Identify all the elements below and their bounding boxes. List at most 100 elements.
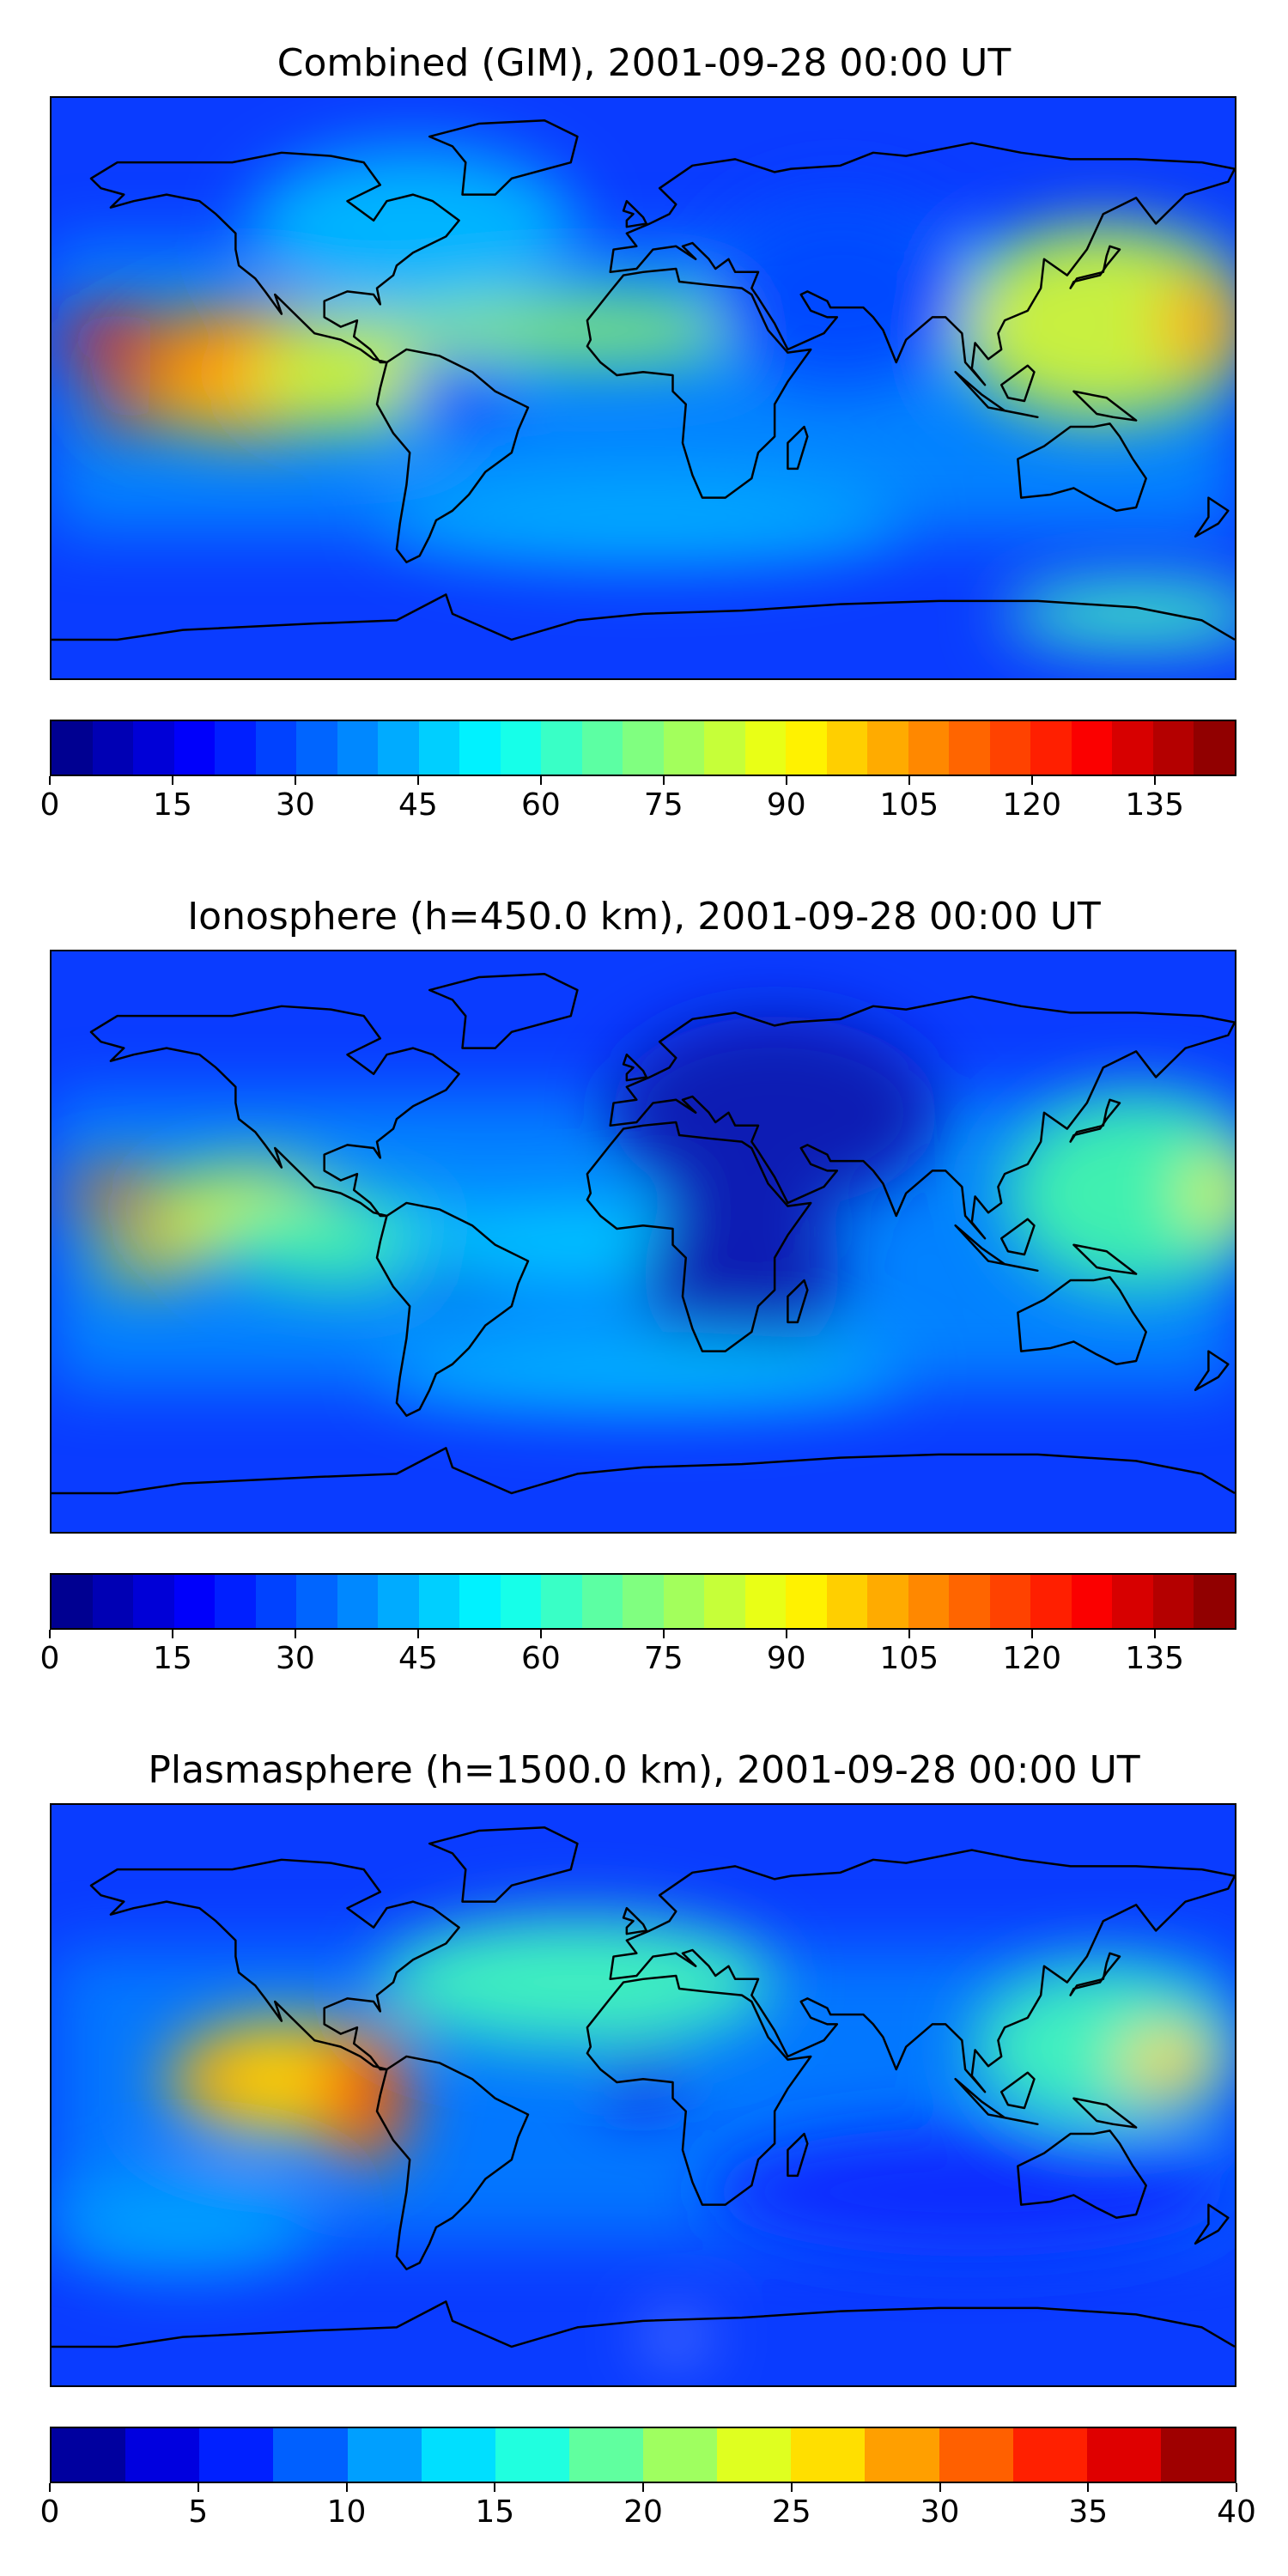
coastline-uk xyxy=(622,1053,648,1082)
coastline-borneo xyxy=(999,364,1036,403)
colorbar-level xyxy=(623,1575,664,1628)
colorbar-level xyxy=(173,1575,216,1628)
colorbar-tick-mark xyxy=(662,776,665,785)
map-field-blob xyxy=(248,146,578,308)
coastline-south-america xyxy=(375,2055,530,2271)
coastline-greenland xyxy=(428,1826,579,1903)
map-field-blob xyxy=(1185,1154,1235,1232)
colorbar-tick-label: 45 xyxy=(398,787,438,823)
colorbar-level xyxy=(500,1575,542,1628)
colorbar-level xyxy=(459,1575,501,1628)
map-field-blob xyxy=(1162,275,1235,373)
map-ionosphere-svg xyxy=(52,951,1235,1532)
coastline-indonesia xyxy=(954,370,1039,419)
colorbar-tick-label: 75 xyxy=(643,1641,683,1676)
colorbar-tick-mark xyxy=(1087,2483,1090,2492)
coastline-antarctica xyxy=(52,593,1235,641)
colorbar-tick-label: 60 xyxy=(520,787,561,823)
colorbar-level xyxy=(92,721,134,775)
map-field-blob xyxy=(955,227,1235,421)
colorbar-level xyxy=(1194,1575,1235,1628)
colorbar-ticks-combined: 0 15 30 45 60 75 90 105 120 135 xyxy=(40,776,1236,828)
coastline-europe-asia xyxy=(609,995,1235,1240)
colorbar-tick-mark xyxy=(662,1630,665,1638)
colorbar-level xyxy=(949,721,990,775)
colorbar-level xyxy=(459,721,501,775)
map-field-blob xyxy=(403,349,522,428)
coastline-new-zealand xyxy=(1194,1350,1230,1392)
colorbar-tick-label: 135 xyxy=(1125,787,1185,823)
map-plasmasphere xyxy=(50,1803,1236,2387)
colorbar-level xyxy=(908,721,950,775)
colorbar-tick-label: 15 xyxy=(153,787,192,823)
colorbar-level xyxy=(296,721,337,775)
colorbar-level xyxy=(1152,721,1194,775)
colorbar-level xyxy=(52,2428,126,2482)
colorbar-tick-mark xyxy=(494,2483,496,2492)
colorbar-tick-mark xyxy=(539,776,542,785)
colorbar-tick-mark xyxy=(539,1630,542,1638)
map-plasmasphere-svg xyxy=(52,1805,1235,2385)
colorbar-level xyxy=(786,1575,827,1628)
map-field-blob xyxy=(90,1238,210,1278)
coastline-new-guinea xyxy=(1072,390,1138,422)
coastline-south-america xyxy=(375,348,530,564)
colorbar-level xyxy=(296,1575,337,1628)
colorbar-level xyxy=(337,721,379,775)
map-field-blob xyxy=(380,468,907,566)
colorbar-level xyxy=(581,721,623,775)
coastline-africa xyxy=(586,1121,812,1352)
colorbar-level xyxy=(52,721,93,775)
colorbar-tick-label: 25 xyxy=(771,2494,811,2530)
coastline-borneo xyxy=(999,2071,1036,2110)
coastline-uk xyxy=(622,1906,648,1935)
colorbar-combined xyxy=(50,720,1236,776)
map-ionosphere xyxy=(50,950,1236,1534)
colorbar-level xyxy=(1160,2428,1235,2482)
coastline-antarctica xyxy=(52,1447,1235,1495)
colorbar-tick-mark xyxy=(790,2483,793,2492)
colorbar-tick-label: 30 xyxy=(920,2494,960,2530)
colorbar-tick-label: 35 xyxy=(1068,2494,1109,2530)
map-combined xyxy=(50,96,1236,680)
colorbar-level xyxy=(1194,721,1235,775)
colorbar-level xyxy=(1112,721,1153,775)
colorbar-level xyxy=(173,721,216,775)
coastline-new-zealand xyxy=(1194,496,1230,538)
map-field-blob xyxy=(708,2127,1235,2257)
coastline-north-america xyxy=(89,1005,460,1218)
map-field-blob xyxy=(183,2059,249,2099)
coastline-borneo xyxy=(999,1218,1036,1256)
map-title-plasmasphere: Plasmasphere (h=1500.0 km), 2001-09-28 0… xyxy=(148,1748,1140,1792)
colorbar-tick-mark xyxy=(1030,776,1033,785)
coastline-new-zealand xyxy=(1194,2203,1230,2245)
coastline-north-america xyxy=(89,151,460,364)
colorbar-tick-mark xyxy=(49,1630,51,1638)
coastline-japan xyxy=(1069,1098,1121,1143)
colorbar-level xyxy=(421,2428,495,2482)
colorbar-plasmasphere xyxy=(50,2427,1236,2483)
colorbar-tick-label: 30 xyxy=(276,1641,315,1676)
coastline-south-america xyxy=(375,1201,530,1418)
colorbar-level xyxy=(826,1575,868,1628)
coastline-madagascar xyxy=(787,1279,809,1324)
coastline-greenland xyxy=(428,973,579,1049)
coastline-new-guinea xyxy=(1072,2097,1138,2129)
map-field-blob xyxy=(58,310,177,369)
colorbar-tick-mark xyxy=(416,776,419,785)
coastline-japan xyxy=(1069,245,1121,289)
map-field-blob xyxy=(1005,1097,1235,1291)
colorbar-level xyxy=(125,2428,200,2482)
colorbar-tick-mark xyxy=(294,1630,296,1638)
colorbar-level xyxy=(255,1575,297,1628)
colorbar-level xyxy=(541,721,582,775)
colorbar-level xyxy=(273,2428,348,2482)
colorbar-tick-mark xyxy=(197,2483,199,2492)
colorbar-level xyxy=(255,721,297,775)
colorbar-level xyxy=(581,1575,623,1628)
coastline-africa xyxy=(586,267,812,499)
colorbar-tick-label: 20 xyxy=(623,2494,663,2530)
colorbar-tick-mark xyxy=(908,1630,910,1638)
colorbar-tick-mark xyxy=(785,776,787,785)
colorbar-tick-label: 40 xyxy=(1217,2494,1256,2530)
